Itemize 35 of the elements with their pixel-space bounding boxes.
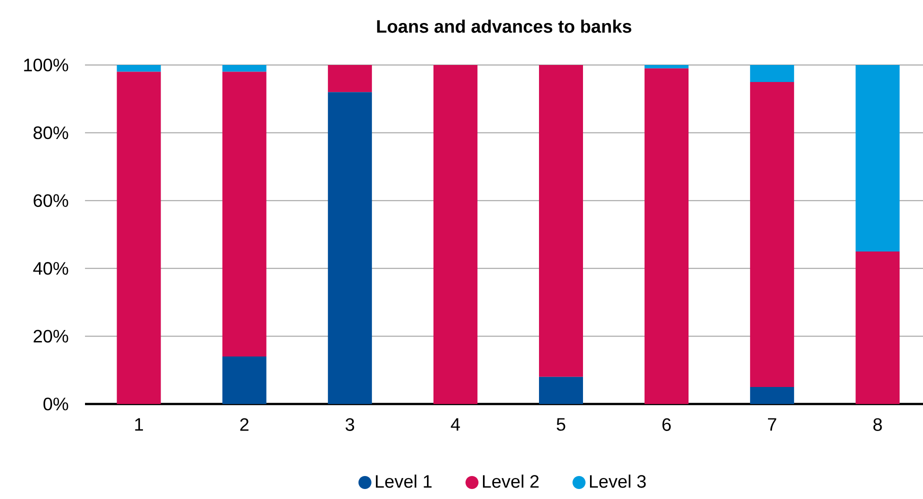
bar [116, 64, 161, 72]
bar [644, 68, 689, 404]
bar [538, 64, 583, 377]
y-tick-label: 0% [43, 398, 68, 410]
x-tick-label: 4 [450, 418, 460, 431]
legend-label: Level 2 [482, 474, 539, 488]
y-tick-label: 100% [24, 58, 68, 72]
bar [856, 64, 900, 252]
y-tick-label: 40% [33, 262, 68, 275]
y-tick-label: 60% [34, 194, 68, 207]
x-tick-label: 7 [768, 418, 776, 431]
legend-label: Level 3 [590, 474, 646, 488]
x-tick-label: 1 [135, 418, 143, 431]
x-tick-label: 6 [662, 418, 671, 431]
bar [222, 72, 266, 357]
bar [750, 82, 794, 388]
x-tick-label: 3 [346, 418, 354, 431]
x-tick-label: 2 [240, 418, 248, 431]
y-tick-label: 80% [34, 126, 68, 140]
bar [116, 72, 161, 404]
bar [538, 376, 583, 404]
bar [328, 64, 372, 92]
bar [644, 64, 689, 68]
bar [328, 92, 372, 404]
x-tick-label: 5 [556, 418, 566, 431]
y-tick-label: 20% [34, 330, 68, 343]
chart-title: Loans and advances to banks [377, 20, 632, 33]
bar [856, 251, 900, 404]
legend-label: Level 1 [376, 474, 432, 488]
bar [750, 387, 794, 404]
bar [222, 356, 266, 404]
bar [750, 64, 794, 82]
x-tick-label: 8 [873, 418, 882, 431]
bar [433, 64, 478, 404]
bar [222, 64, 266, 72]
